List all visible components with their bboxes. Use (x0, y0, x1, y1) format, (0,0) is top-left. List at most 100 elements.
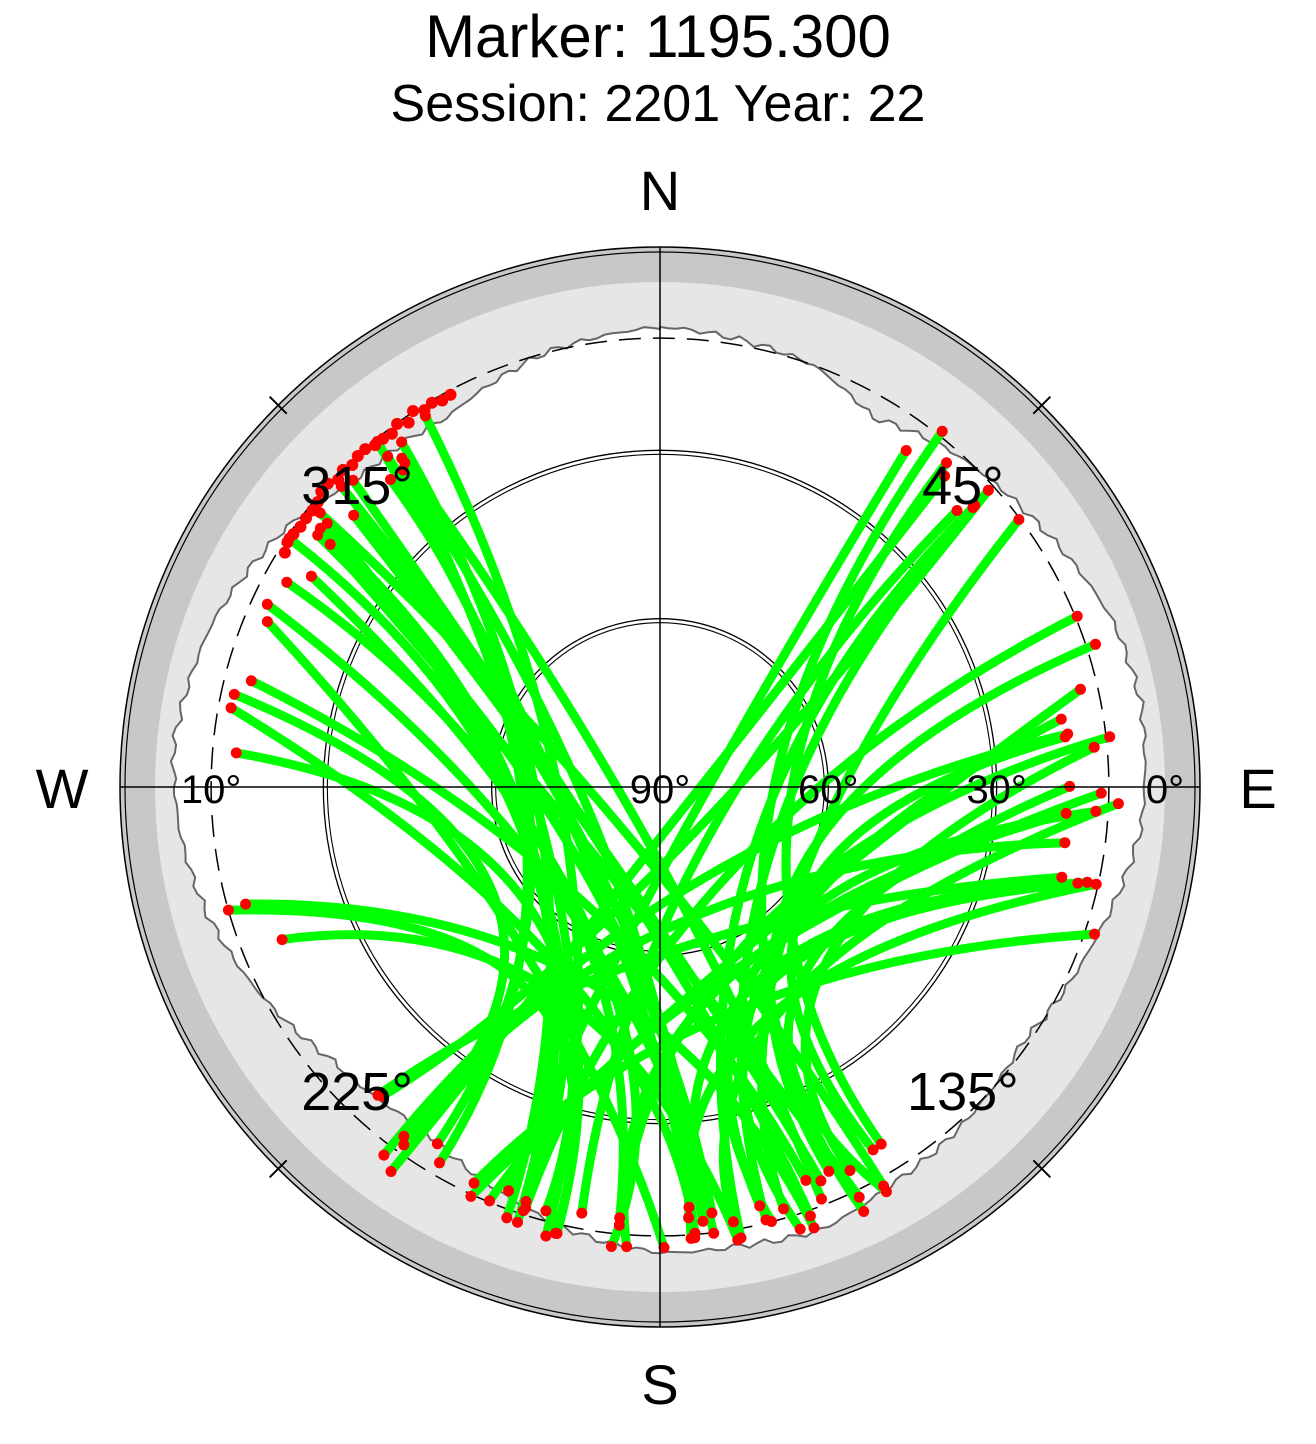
below-mask-point (858, 1206, 870, 1217)
below-mask-point (969, 499, 981, 511)
below-mask-point (240, 898, 252, 910)
azimuth-tick (268, 395, 288, 415)
below-mask-point (315, 485, 328, 498)
elevation-label: 10° (181, 768, 242, 812)
below-mask-point (245, 675, 257, 687)
below-mask-point (305, 570, 317, 582)
satellite-track (315, 508, 889, 1191)
below-mask-point (1059, 837, 1071, 849)
azimuth-label: 315° (301, 456, 413, 516)
west-label: W (36, 757, 89, 820)
below-mask-point (1090, 805, 1102, 817)
below-mask-point (396, 436, 408, 448)
below-mask-point (1071, 610, 1083, 622)
satellite-track (504, 446, 911, 1196)
chart-title: Marker: 1195.300 (425, 3, 891, 70)
below-mask-point (336, 463, 349, 476)
below-mask-point (484, 1195, 495, 1207)
north-label: N (640, 159, 680, 222)
elevation-label: 90° (630, 768, 691, 812)
below-mask-point (794, 1223, 806, 1235)
below-mask-point (276, 934, 288, 946)
label-layer: N S W E 45° 135° 225° 315° 90° 60° 30° 0° 10° (36, 159, 1277, 1416)
below-mask-point (1104, 731, 1116, 743)
below-mask-point (951, 505, 963, 516)
below-mask-point (465, 1190, 477, 1202)
below-mask-point (808, 1222, 820, 1234)
below-mask-point (900, 445, 912, 456)
below-mask-point (359, 443, 372, 456)
below-mask-point (222, 904, 234, 916)
below-mask-point (377, 432, 389, 445)
satellite-track (766, 639, 1100, 1176)
below-mask-point (605, 1241, 617, 1252)
below-mask-point (816, 1193, 827, 1205)
satellite-track (282, 577, 628, 1223)
below-mask-point (228, 688, 240, 700)
below-mask-point (1095, 787, 1107, 799)
satellite-track (386, 471, 950, 1176)
satellite-track (400, 458, 826, 1204)
below-mask-point (376, 1090, 388, 1102)
below-mask-point (540, 1205, 552, 1217)
satellite-track (223, 905, 580, 1238)
below-mask-point (294, 520, 307, 533)
below-mask-point (382, 450, 394, 462)
below-mask-point (311, 496, 324, 508)
azimuth-tick (268, 1159, 288, 1179)
below-mask-point (689, 1227, 701, 1239)
below-mask-point (853, 1191, 865, 1203)
below-mask-point (697, 1215, 709, 1227)
azimuth-tick (1032, 395, 1052, 415)
below-mask-point (936, 425, 948, 437)
elevation-label: 60° (798, 768, 859, 812)
azimuth-label: 225° (301, 1062, 413, 1122)
track-layer (223, 411, 1123, 1252)
below-mask-point (804, 1210, 816, 1222)
below-mask-point (1062, 728, 1074, 740)
chart-subtitle: Session: 2201 Year: 22 (390, 75, 926, 133)
below-mask-point (1088, 741, 1100, 753)
satellite-track (577, 506, 962, 1218)
below-mask-layer (222, 388, 1124, 1253)
below-mask-point (378, 1149, 390, 1161)
below-mask-point (621, 1241, 633, 1253)
below-mask-point (708, 1227, 720, 1239)
below-mask-point (520, 1202, 532, 1214)
south-label: S (641, 1353, 678, 1416)
below-mask-point (800, 1174, 812, 1186)
below-mask-point (1072, 877, 1084, 889)
below-mask-point (1081, 876, 1093, 888)
east-label: E (1239, 757, 1276, 820)
below-mask-point (1089, 928, 1100, 940)
satellite-track (757, 426, 947, 1216)
below-mask-point (1013, 514, 1025, 525)
below-mask-point (397, 464, 409, 476)
below-mask-point (1060, 807, 1072, 819)
below-mask-point (1112, 798, 1124, 810)
below-mask-point (391, 417, 404, 430)
below-mask-point (230, 747, 242, 759)
below-mask-point (385, 427, 398, 440)
below-mask-point (398, 1139, 410, 1151)
below-mask-point (512, 1216, 523, 1228)
azimuth-label: 135° (907, 1062, 1019, 1122)
below-mask-point (815, 1175, 827, 1187)
satellite-track (716, 503, 978, 1243)
azimuth-label: 45° (922, 456, 1004, 516)
below-mask-point (347, 474, 359, 486)
below-mask-point (540, 1230, 552, 1242)
below-mask-point (1055, 713, 1067, 725)
elevation-label: 0° (1146, 768, 1184, 812)
below-mask-point (418, 404, 431, 417)
satellite-track (800, 742, 1099, 1175)
below-mask-point (425, 396, 438, 409)
below-mask-point (332, 473, 345, 486)
below-mask-point (939, 470, 951, 482)
below-mask-point (735, 1232, 747, 1244)
below-mask-point (468, 1177, 480, 1189)
below-mask-point (754, 1200, 766, 1212)
below-mask-point (396, 452, 408, 464)
below-mask-point (503, 1185, 515, 1197)
